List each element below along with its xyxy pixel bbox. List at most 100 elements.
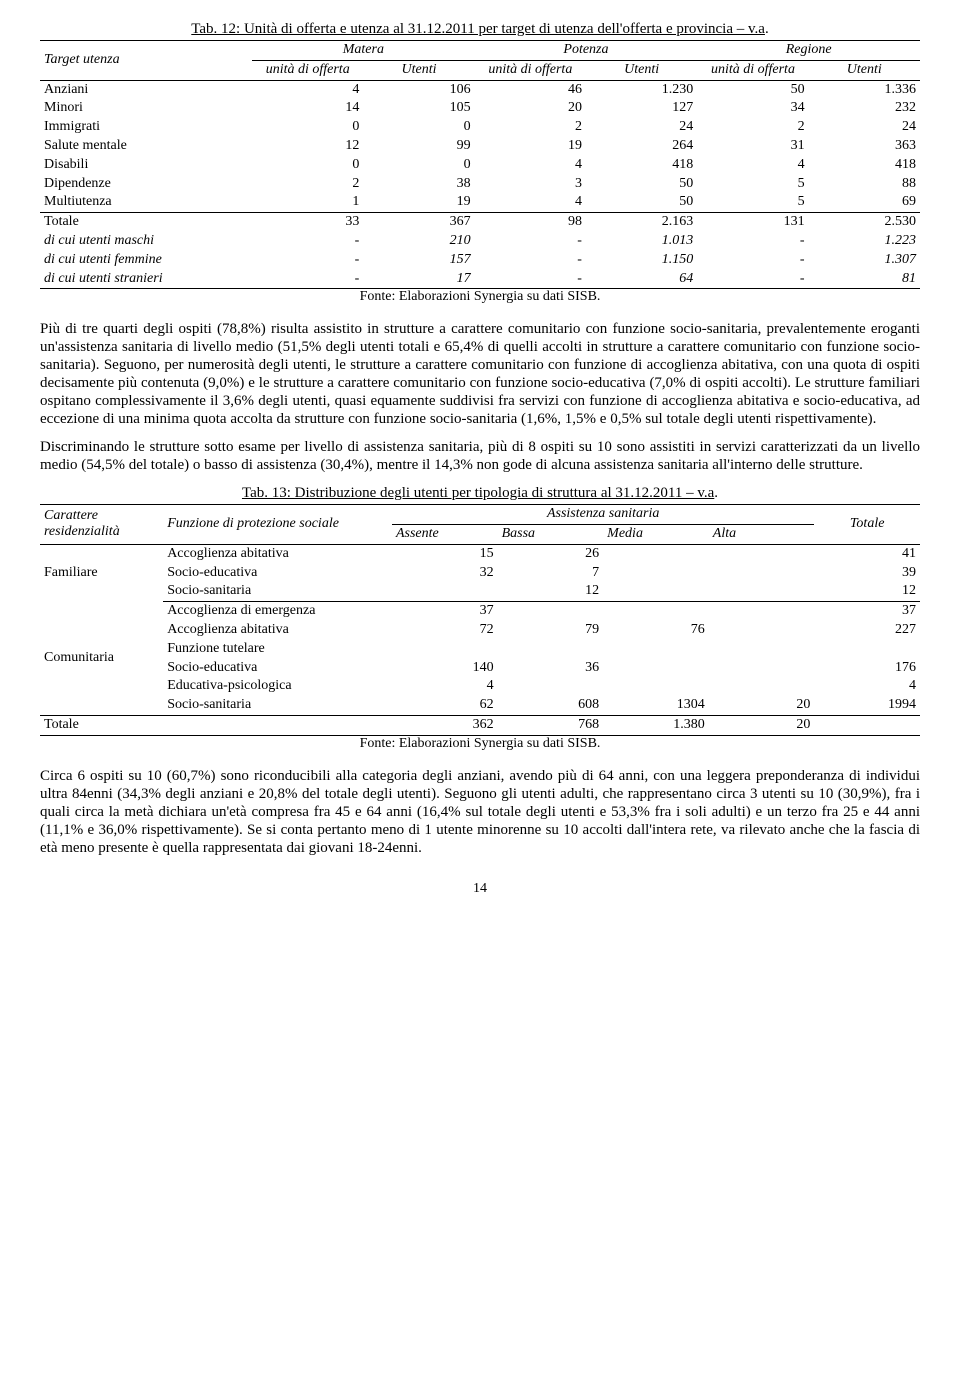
tab13-h-funz: Funzione di protezione sociale [163,505,392,545]
table-cell: 20 [475,99,586,118]
table-cell: 176 [814,659,920,678]
table-cell: 2 [697,118,808,137]
table-cell: 12 [498,582,604,601]
table-cell: 20 [709,696,815,715]
table-cell: 99 [363,137,474,156]
table-cell: 2 [252,175,363,194]
table-cell: 34 [697,99,808,118]
table-cell: 105 [363,99,474,118]
table-cell: 5 [697,193,808,212]
table-cell: 157 [363,251,474,270]
table-cell: 1 [252,193,363,212]
table-cell: 1304 [603,696,709,715]
table-cell [392,582,498,601]
table-cell [392,640,498,659]
table-cell: 264 [586,137,697,156]
table-cell: - [697,270,808,289]
table-cell [603,640,709,659]
table-row-label: Accoglienza di emergenza [163,602,392,621]
table-cell [814,640,920,659]
paragraph-2: Discriminando le strutture sotto esame p… [40,438,920,474]
table-cell: 106 [363,80,474,99]
table-cell: 5 [697,175,808,194]
table-cell: 24 [586,118,697,137]
table-cell: 0 [363,156,474,175]
tab12-source: Fonte: Elaborazioni Synergia su dati SIS… [40,289,920,306]
table-cell: 363 [809,137,920,156]
table-cell: - [475,232,586,251]
table-cell: 4 [252,80,363,99]
tab13-group-name: Familiare [40,544,163,601]
tab13-h-l0: Assente [392,524,498,544]
table-cell: 0 [252,118,363,137]
table-row-label: Socio-educativa [163,564,392,583]
table-cell: 88 [809,175,920,194]
table-cell: 50 [586,175,697,194]
table-cell [709,677,815,696]
table-row-label: Funzione tutelare [163,640,392,659]
table-cell: 37 [814,602,920,621]
table-cell: 1.380 [603,715,709,735]
tab13-h-l3: Alta [709,524,815,544]
table-cell: 64 [586,270,697,289]
table-cell: 76 [603,621,709,640]
tab12-h-ut0: Utenti [363,60,474,80]
tab12-h-ut1: Utenti [586,60,697,80]
table-cell [709,602,815,621]
table-cell: 2 [475,118,586,137]
table-cell: 227 [814,621,920,640]
tab12-caption-text: Tab. 12: Unità di offerta e utenza al 31… [191,21,765,37]
table-cell: 72 [392,621,498,640]
table-cell: 46 [475,80,586,99]
table-cell: 608 [498,696,604,715]
tab13-source: Fonte: Elaborazioni Synergia su dati SIS… [40,736,920,753]
table-cell: - [475,251,586,270]
tab13-h-ass: Assistenza sanitaria [392,505,814,525]
table-cell: 50 [586,193,697,212]
table-cell: 1.013 [586,232,697,251]
paragraph-3: Circa 6 ospiti su 10 (60,7%) sono ricond… [40,767,920,857]
table-cell: 4 [697,156,808,175]
table-row-label: Multiutenza [40,193,252,212]
table-cell [709,640,815,659]
table-cell [603,564,709,583]
table-cell: 12 [252,137,363,156]
table-cell: 418 [809,156,920,175]
table-cell [498,602,604,621]
table-cell [709,621,815,640]
table-cell: 32 [392,564,498,583]
tab12-caption: Tab. 12: Unità di offerta e utenza al 31… [40,20,920,38]
paragraph-1: Più di tre quarti degli ospiti (78,8%) r… [40,320,920,428]
table-cell: 41 [814,544,920,563]
tab12-h-g0: Matera [252,41,475,61]
table-cell: 4 [475,156,586,175]
tab12-h-u2: unità di offerta [697,60,808,80]
table-cell: - [252,232,363,251]
table-row-label: di cui utenti femmine [40,251,252,270]
table-cell [709,564,815,583]
table-cell: - [252,270,363,289]
table-cell: 4 [392,677,498,696]
table-row-label: Educativa-psicologica [163,677,392,696]
tab12: Target utenza Matera Potenza Regione uni… [40,40,920,289]
tab13-caption-text: Tab. 13: Distribuzione degli utenti per … [242,485,714,501]
table-row-label: Accoglienza abitativa [163,544,392,563]
table-cell: 19 [475,137,586,156]
table-cell: 17 [363,270,474,289]
table-cell: 4 [814,677,920,696]
table-cell: 38 [363,175,474,194]
table-row-label: Minori [40,99,252,118]
table-cell: 232 [809,99,920,118]
table-cell: 26 [498,544,604,563]
tab12-h-target: Target utenza [40,41,252,81]
table-cell [498,640,604,659]
table-cell: 39 [814,564,920,583]
table-cell: 50 [697,80,808,99]
table-cell: - [475,270,586,289]
tab12-caption-dot: . [765,21,769,37]
table-cell [498,677,604,696]
tab13-caption-dot: . [714,485,718,501]
table-cell: 1.150 [586,251,697,270]
table-row-label: Totale [40,213,252,232]
table-cell [814,715,920,735]
